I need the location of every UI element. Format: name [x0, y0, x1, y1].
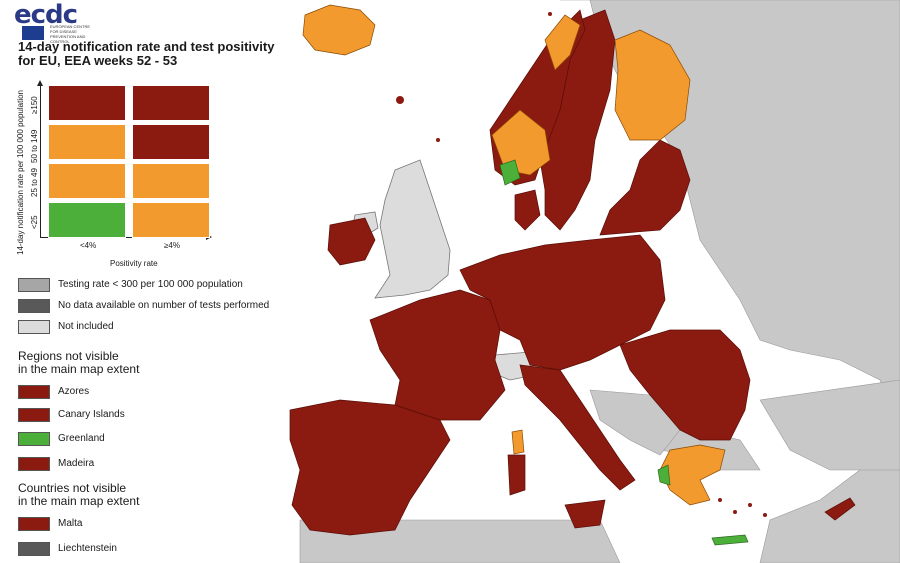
matrix-y-title: 14-day notification rate per 100 000 pop… — [16, 89, 25, 255]
col-label-0: <4% — [80, 241, 97, 250]
regions-heading-line-1: Regions not visible — [18, 349, 119, 363]
matrix-cell-r0-c0 — [48, 85, 126, 121]
row-label-3: <25 — [30, 215, 39, 229]
matrix-cell-r3-c1 — [132, 202, 210, 238]
countries-heading-line-2: in the main map extent — [18, 494, 140, 508]
regions-heading: Regions not visible in the main map exte… — [18, 350, 139, 376]
regions-heading-line-2: in the main map extent — [18, 362, 140, 376]
countries-heading: Countries not visible in the main map ex… — [18, 482, 139, 508]
logo-text: ecdc — [14, 0, 78, 30]
legend-swatch — [18, 385, 50, 399]
legend-label: Malta — [58, 518, 83, 529]
row-label-2: 25 to 49 — [30, 168, 39, 197]
legend-label: Azores — [58, 386, 90, 397]
matrix-cell-r1-c1 — [132, 124, 210, 160]
title-line-1: 14-day notification rate and test positi… — [18, 39, 275, 54]
eu-orange — [302, 4, 726, 506]
matrix-cell-r1-c0 — [48, 124, 126, 160]
logo-subtitle: EUROPEAN CENTRE FOR DISEASE PREVENTION A… — [50, 24, 91, 44]
legend-label: Liechtenstein — [58, 543, 117, 554]
legend-swatch — [18, 320, 50, 334]
eu-green — [499, 159, 749, 546]
eu-flag-icon — [22, 26, 44, 40]
legend-label: Testing rate < 300 per 100 000 populatio… — [58, 279, 243, 290]
eu-dark-red — [289, 9, 856, 536]
col-label-1: ≥4% — [164, 241, 180, 250]
map-title: 14-day notification rate and test positi… — [18, 40, 318, 68]
legend-swatch — [18, 457, 50, 471]
row-label-0: ≥150 — [30, 96, 39, 114]
ecdc-logo: ecdc — [14, 0, 78, 30]
matrix-x-title: Positivity rate — [110, 259, 158, 268]
legend-swatch — [18, 432, 50, 446]
legend-label: No data available on number of tests per… — [58, 300, 270, 311]
matrix-cell-r3-c0 — [48, 202, 126, 238]
legend-label: Madeira — [58, 458, 95, 469]
row-label-1: 50 to 149 — [30, 129, 39, 163]
legend-label: Greenland — [58, 433, 105, 444]
small-islands — [396, 12, 767, 517]
matrix-cell-r2-c0 — [48, 163, 126, 199]
matrix-y-axis — [40, 85, 41, 237]
legend-swatch — [18, 408, 50, 422]
y-axis-arrow-icon — [37, 80, 43, 86]
legend-label: Canary Islands — [58, 409, 125, 420]
matrix-cell-r2-c1 — [132, 163, 210, 199]
legend-swatch — [18, 299, 50, 313]
legend-label: Not included — [58, 321, 114, 332]
title-line-2: for EU, EEA weeks 52 - 53 — [18, 53, 178, 68]
legend-swatch — [18, 278, 50, 292]
legend-swatch — [18, 542, 50, 556]
matrix-cell-r0-c1 — [132, 85, 210, 121]
legend-swatch — [18, 517, 50, 531]
risk-matrix — [48, 85, 214, 241]
countries-heading-line-1: Countries not visible — [18, 481, 127, 495]
